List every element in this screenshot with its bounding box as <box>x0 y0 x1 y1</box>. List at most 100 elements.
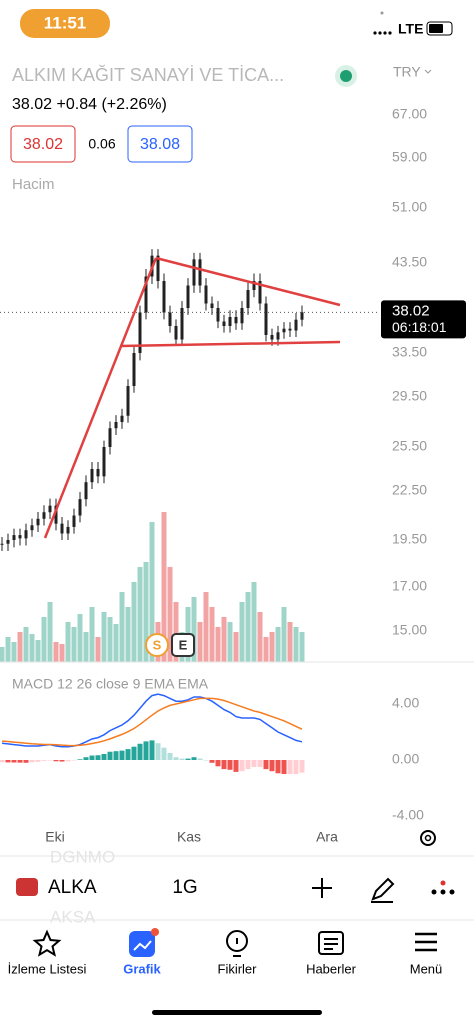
histogram-bar <box>17 760 23 763</box>
time-label: Eki <box>45 829 64 845</box>
volume-bar <box>59 644 65 662</box>
candle-body <box>18 535 22 539</box>
volume-bar <box>23 627 29 662</box>
volume-bar <box>263 637 269 662</box>
candle-body <box>66 526 70 534</box>
event-label: E <box>179 637 188 652</box>
volume-bar <box>11 642 17 662</box>
nav-label[interactable]: Fikirler <box>218 961 258 976</box>
volume-bar <box>161 512 167 662</box>
volume-bar <box>89 607 95 662</box>
candle-body <box>126 386 130 416</box>
histogram-bar <box>239 760 245 772</box>
volume-bar <box>209 607 215 662</box>
candle-body <box>138 312 142 353</box>
candle-body <box>102 447 106 477</box>
histogram-bar <box>101 753 107 760</box>
settings-icon[interactable] <box>420 830 436 846</box>
volume-bar <box>71 627 77 662</box>
nav-label[interactable]: Menü <box>410 961 443 976</box>
candle-body <box>216 308 220 322</box>
volume-bar <box>233 632 239 662</box>
histogram-bar <box>143 741 149 760</box>
change-pct: (+2.26%) <box>101 96 166 113</box>
home-indicator <box>152 1010 322 1015</box>
price-tick-label: 17.00 <box>392 578 427 594</box>
watchlist-icon[interactable] <box>32 929 62 957</box>
volume-bar <box>215 627 221 662</box>
histogram-bar <box>233 760 239 772</box>
bid-box[interactable] <box>10 125 76 163</box>
volume-bar <box>275 627 281 662</box>
histogram-bar <box>23 760 29 763</box>
histogram-bar <box>95 755 101 760</box>
more-icon[interactable] <box>431 880 455 895</box>
volume-bar <box>167 567 173 662</box>
volume-bar <box>35 640 41 662</box>
news-icon[interactable] <box>318 931 344 955</box>
histogram-bar <box>29 760 35 763</box>
histogram-bar <box>227 760 233 770</box>
volume-bar <box>269 632 275 662</box>
histogram-bar <box>245 760 251 770</box>
histogram-bar <box>167 753 173 760</box>
histogram-bar <box>65 760 71 762</box>
nav-label[interactable]: İzleme Listesi <box>8 961 87 976</box>
volume-bar <box>221 617 227 662</box>
histogram-bar <box>137 743 143 760</box>
trend-line <box>43 257 158 539</box>
countdown: 06:18:01 <box>392 319 447 335</box>
histogram-bar <box>113 751 119 760</box>
event-label: S <box>153 637 162 652</box>
macd-line <box>1 693 303 748</box>
candle-body <box>276 332 280 340</box>
draw-icon[interactable] <box>371 877 395 903</box>
interval[interactable]: 1G <box>172 877 197 898</box>
candle-body <box>6 540 10 544</box>
macd-label: MACD 12 26 close 9 EMA EMA <box>12 676 209 692</box>
histogram-bar <box>119 750 125 760</box>
candle-body <box>78 499 82 516</box>
candle-body <box>30 525 34 531</box>
price-tick-label: 25.50 <box>392 438 427 454</box>
histogram-bar <box>257 760 263 767</box>
battery-level <box>429 24 443 33</box>
histogram-bar <box>269 760 275 772</box>
price-tick-label: 19.50 <box>392 531 427 547</box>
toolbar-symbol[interactable]: ALKA <box>48 877 97 898</box>
candle-body <box>144 276 148 313</box>
ideas-icon[interactable] <box>226 930 248 957</box>
candle-body <box>246 290 250 308</box>
nav-label[interactable]: Grafik <box>123 961 161 976</box>
volume-bar <box>5 637 11 662</box>
volume-label: Hacim <box>12 176 55 193</box>
macd-tick-label: 4.00 <box>392 695 419 711</box>
histogram-bar <box>11 760 17 763</box>
currency[interactable]: TRY <box>393 64 421 80</box>
status-dot <box>340 70 352 82</box>
candle-body <box>300 312 304 320</box>
histogram-bar <box>197 758 203 760</box>
candle-body <box>252 281 256 290</box>
volume-bar <box>47 602 53 662</box>
chart-icon[interactable] <box>129 931 155 957</box>
volume-bar <box>53 642 59 662</box>
histogram-bar <box>299 760 305 773</box>
candle-body <box>180 308 184 340</box>
menu-icon[interactable] <box>415 932 437 952</box>
volume-bar <box>113 624 119 662</box>
histogram-bar <box>155 743 161 760</box>
volume-bar <box>17 632 23 662</box>
battery <box>426 21 453 36</box>
histogram-bar <box>161 747 167 760</box>
nav-label[interactable]: Haberler <box>306 961 357 976</box>
candle-body <box>270 335 274 340</box>
add-icon[interactable] <box>312 878 332 898</box>
histogram-bar <box>83 757 89 760</box>
histogram-bar <box>185 758 191 760</box>
histogram-bar <box>293 760 299 774</box>
ask-box[interactable] <box>127 125 193 163</box>
candle-body <box>120 415 124 422</box>
time-pill <box>20 9 110 38</box>
